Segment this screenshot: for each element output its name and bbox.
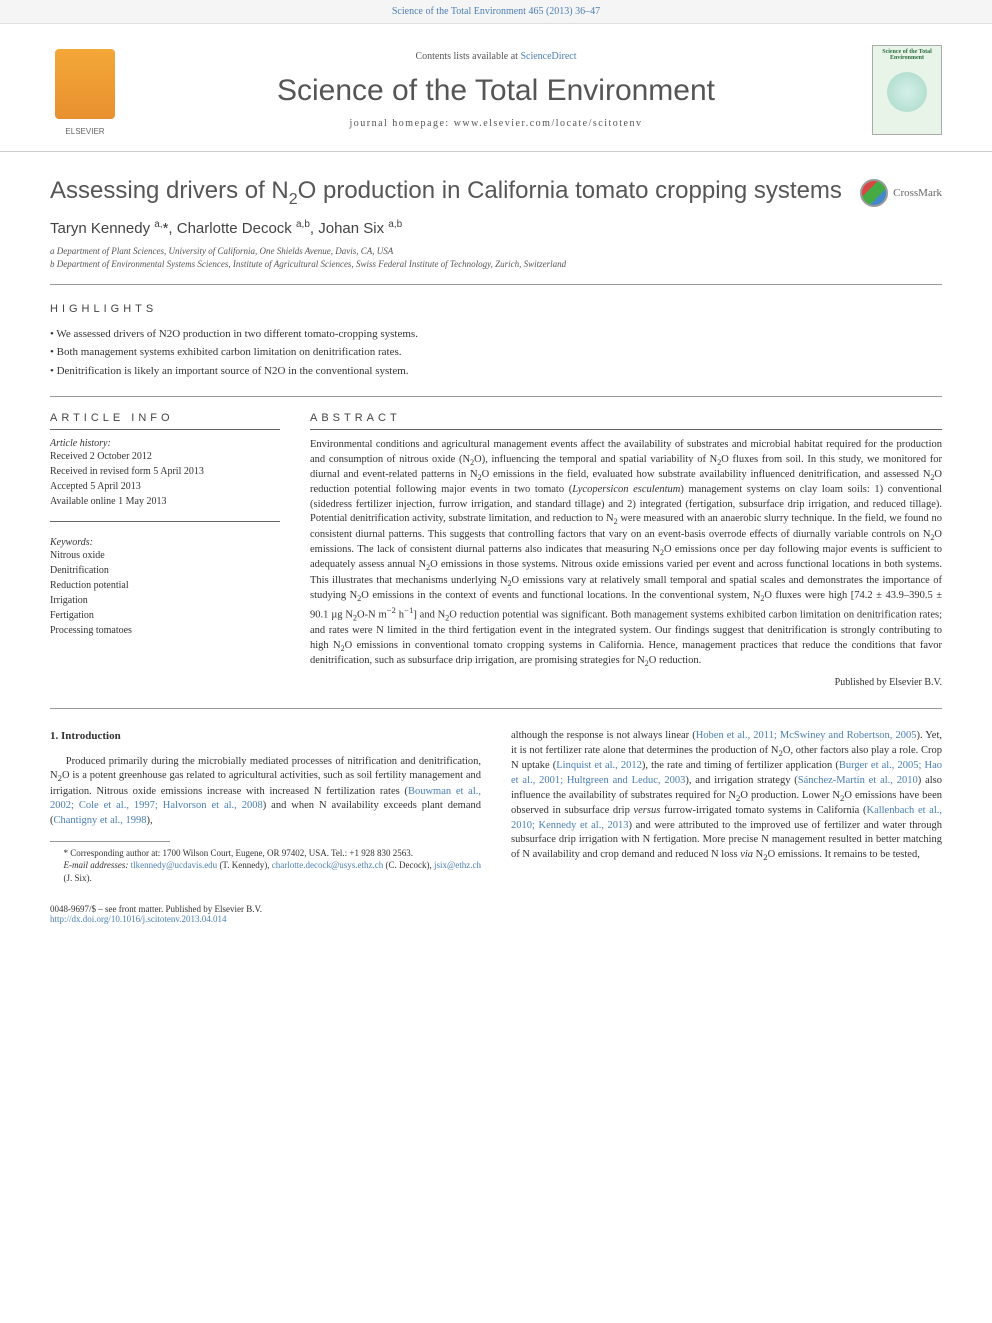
elsevier-label: ELSEVIER bbox=[50, 127, 120, 136]
info-abstract-row: ARTICLE INFO Article history: Received 2… bbox=[0, 397, 992, 688]
cover-graphic-icon bbox=[887, 72, 927, 112]
footnote-divider bbox=[50, 841, 170, 842]
history-item: Received in revised form 5 April 2013 bbox=[50, 464, 280, 479]
keywords-label: Keywords: bbox=[50, 537, 280, 548]
body-columns: 1. Introduction Produced primarily durin… bbox=[0, 709, 992, 899]
history-item: Received 2 October 2012 bbox=[50, 449, 280, 464]
email-label: E-mail addresses: bbox=[64, 860, 131, 870]
history-item: Accepted 5 April 2013 bbox=[50, 479, 280, 494]
journal-cover-thumb: Science of the Total Environment bbox=[872, 45, 942, 135]
crossmark-icon bbox=[860, 179, 888, 207]
publisher-line: Published by Elsevier B.V. bbox=[310, 677, 942, 688]
keyword: Reduction potential bbox=[50, 578, 280, 593]
affiliation-b: b Department of Environmental Systems Sc… bbox=[50, 258, 942, 272]
highlight-item: Denitrification is likely an important s… bbox=[50, 362, 942, 381]
running-header-link[interactable]: Science of the Total Environment 465 (20… bbox=[392, 6, 600, 17]
highlight-item: We assessed drivers of N2O production in… bbox=[50, 325, 942, 344]
elsevier-tree-icon bbox=[55, 49, 115, 119]
intro-heading: 1. Introduction bbox=[50, 729, 481, 744]
keyword: Fertigation bbox=[50, 608, 280, 623]
journal-homepage: journal homepage: www.elsevier.com/locat… bbox=[120, 118, 872, 129]
history-items: Received 2 October 2012 Received in revi… bbox=[50, 449, 280, 509]
homepage-prefix: journal homepage: bbox=[349, 118, 453, 129]
contents-prefix: Contents lists available at bbox=[415, 51, 520, 62]
journal-header-center: Contents lists available at ScienceDirec… bbox=[120, 51, 872, 129]
keyword: Processing tomatoes bbox=[50, 623, 280, 638]
homepage-url[interactable]: www.elsevier.com/locate/scitotenv bbox=[454, 118, 643, 129]
journal-header: ELSEVIER Contents lists available at Sci… bbox=[0, 24, 992, 152]
abstract-header: ABSTRACT bbox=[310, 412, 942, 429]
journal-title: Science of the Total Environment bbox=[120, 74, 872, 108]
highlights-header: HIGHLIGHTS bbox=[0, 285, 992, 325]
corresponding-author: * Corresponding author at: 1700 Wilson C… bbox=[50, 847, 481, 860]
body-col-right: although the response is not always line… bbox=[511, 729, 942, 884]
elsevier-logo bbox=[50, 44, 120, 124]
abstract-text: Environmental conditions and agricultura… bbox=[310, 438, 942, 669]
history-label: Article history: bbox=[50, 438, 280, 449]
article-info-col: ARTICLE INFO Article history: Received 2… bbox=[50, 412, 280, 688]
cover-title: Science of the Total Environment bbox=[873, 46, 941, 64]
contents-line: Contents lists available at ScienceDirec… bbox=[120, 51, 872, 62]
keyword: Irrigation bbox=[50, 593, 280, 608]
bottom-bar: 0048-9697/$ – see front matter. Publishe… bbox=[0, 899, 992, 944]
abstract-col: ABSTRACT Environmental conditions and ag… bbox=[310, 412, 942, 688]
keywords-list: Nitrous oxide Denitrification Reduction … bbox=[50, 548, 280, 638]
doi-link[interactable]: http://dx.doi.org/10.1016/j.scitotenv.20… bbox=[50, 914, 227, 924]
affiliation-a: a Department of Plant Sciences, Universi… bbox=[50, 245, 942, 259]
highlights-list: We assessed drivers of N2O production in… bbox=[0, 325, 992, 396]
keyword: Denitrification bbox=[50, 563, 280, 578]
authors-line: Taryn Kennedy a,*, Charlotte Decock a,b,… bbox=[0, 219, 992, 237]
crossmark-button[interactable]: CrossMark bbox=[860, 179, 942, 207]
history-item: Available online 1 May 2013 bbox=[50, 494, 280, 509]
crossmark-label: CrossMark bbox=[893, 187, 942, 199]
elsevier-logo-block: ELSEVIER bbox=[50, 44, 120, 136]
email-addresses: E-mail addresses: tlkennedy@ucdavis.edu … bbox=[50, 859, 481, 884]
divider bbox=[50, 429, 280, 430]
divider bbox=[50, 521, 280, 522]
article-title-row: Assessing drivers of N2O production in C… bbox=[0, 152, 992, 219]
keyword: Nitrous oxide bbox=[50, 548, 280, 563]
footnotes: * Corresponding author at: 1700 Wilson C… bbox=[50, 847, 481, 885]
affiliations: a Department of Plant Sciences, Universi… bbox=[0, 237, 992, 284]
intro-para: Produced primarily during the microbiall… bbox=[50, 755, 481, 829]
article-title: Assessing drivers of N2O production in C… bbox=[50, 177, 860, 209]
divider bbox=[310, 429, 942, 430]
running-header: Science of the Total Environment 465 (20… bbox=[0, 0, 992, 24]
highlight-item: Both management systems exhibited carbon… bbox=[50, 343, 942, 362]
article-info-header: ARTICLE INFO bbox=[50, 412, 280, 429]
issn-line: 0048-9697/$ – see front matter. Publishe… bbox=[50, 904, 942, 914]
body-col-left: 1. Introduction Produced primarily durin… bbox=[50, 729, 481, 884]
sciencedirect-link[interactable]: ScienceDirect bbox=[520, 51, 576, 62]
intro-para-cont: although the response is not always line… bbox=[511, 729, 942, 863]
